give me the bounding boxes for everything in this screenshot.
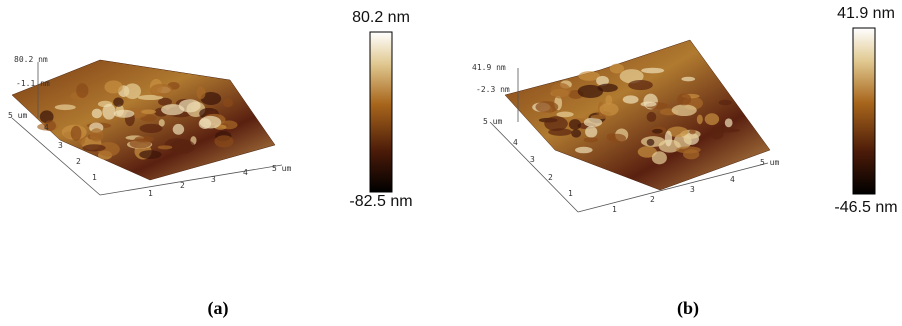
afm-feature: [641, 68, 664, 74]
afm-feature: [575, 147, 593, 154]
afm-feature: [71, 126, 82, 141]
y-tick-label: 2: [548, 173, 553, 182]
afm-feature: [610, 64, 624, 74]
afm-feature: [647, 139, 655, 146]
y-tick-label: 3: [58, 141, 63, 150]
afm-feature: [569, 119, 581, 130]
afm-feature: [628, 80, 653, 90]
y-tick-label: 4: [44, 123, 49, 132]
afm-feature: [652, 129, 663, 134]
afm-feature: [90, 128, 104, 142]
afm-feature: [135, 136, 154, 142]
afm-feature: [113, 97, 123, 107]
afm-feature: [641, 102, 657, 107]
afm-feature: [102, 104, 115, 120]
afm-feature: [584, 137, 598, 142]
y-axis-end-label: 5 um: [8, 111, 27, 120]
x-tick-label: 4: [243, 168, 248, 177]
afm-feature: [114, 110, 135, 118]
x-tick-label: 5 um: [272, 164, 291, 173]
afm-feature: [535, 101, 558, 113]
afm-feature: [544, 116, 568, 131]
afm-feature: [719, 100, 732, 106]
afm-feature: [158, 145, 173, 149]
afm-feature: [223, 98, 233, 107]
scale-min-label: -46.5 nm: [834, 199, 897, 216]
afm-feature: [55, 104, 76, 110]
afm-feature: [556, 112, 573, 118]
afm-feature: [76, 83, 88, 98]
scale-min-label: -82.5 nm: [349, 193, 412, 210]
afm-feature: [141, 109, 156, 114]
afm-feature: [551, 83, 571, 99]
afm-feature: [214, 135, 233, 147]
y-tick-label: 1: [568, 189, 573, 198]
afm-feature: [599, 103, 618, 116]
scale-max-label: 41.9 nm: [837, 5, 895, 22]
afm-feature: [623, 95, 639, 103]
afm-feature: [83, 144, 106, 151]
afm-feature: [681, 77, 695, 82]
x-tick-label: 5 um: [760, 158, 779, 167]
scale-max-label: 80.2 nm: [352, 9, 410, 26]
afm-feature: [104, 80, 122, 93]
y-axis-end-label: 5 um: [483, 117, 502, 126]
afm-feature: [173, 124, 184, 135]
y-tick-label: 4: [513, 138, 518, 147]
caption: (a): [208, 298, 229, 319]
afm-feature: [672, 104, 697, 116]
afm-feature: [585, 126, 597, 138]
color-scale: [370, 32, 392, 192]
afm-feature: [677, 93, 691, 105]
afm-feature: [647, 112, 657, 122]
afm-feature: [165, 138, 190, 151]
afm-feature: [571, 129, 581, 137]
x-tick-label: 3: [211, 175, 216, 184]
afm-feature: [598, 84, 618, 92]
y-tick-label: 3: [530, 155, 535, 164]
afm-feature: [725, 118, 733, 127]
figure: 80.2 nm-1.1 nm5 um432112345 um80.2 nm-82…: [0, 0, 902, 326]
afm-feature: [161, 104, 184, 115]
afm-feature: [196, 87, 205, 100]
x-tick-label: 1: [148, 189, 153, 198]
afm-feature: [199, 118, 211, 129]
afm-feature: [689, 129, 696, 134]
color-scale: [853, 28, 875, 194]
x-tick-label: 3: [690, 185, 695, 194]
afm-feature: [652, 151, 667, 164]
afm-surface: [505, 40, 770, 190]
x-tick-label: 4: [730, 175, 735, 184]
afm-panel: 41.9 nm -2.3 nm 5 um 4 3 2 1 1 2 3 4 5 um 41.9 nm -46…: [472, 5, 898, 319]
afm-feature: [140, 124, 163, 133]
z-max-label: 41.9 nm: [472, 63, 506, 72]
afm-feature: [710, 126, 723, 139]
x-tick-label: 1: [612, 205, 617, 214]
z-mid-label: -2.3 nm: [476, 85, 510, 94]
caption: (b): [677, 298, 699, 319]
z-mid-label: -1.1 nm: [16, 79, 50, 88]
afm-feature: [92, 109, 102, 119]
y-tick-label: 2: [76, 157, 81, 166]
z-max-label: 80.2 nm: [14, 55, 48, 64]
afm-feature: [150, 84, 173, 97]
x-tick-label: 2: [650, 195, 655, 204]
y-tick-label: 1: [92, 173, 97, 182]
x-tick-label: 2: [180, 181, 185, 190]
afm-feature: [609, 134, 626, 143]
afm-feature: [665, 131, 672, 147]
afm-feature: [705, 113, 719, 125]
afm-feature: [697, 115, 703, 125]
afm-feature: [683, 149, 699, 159]
afm-feature: [139, 150, 161, 159]
